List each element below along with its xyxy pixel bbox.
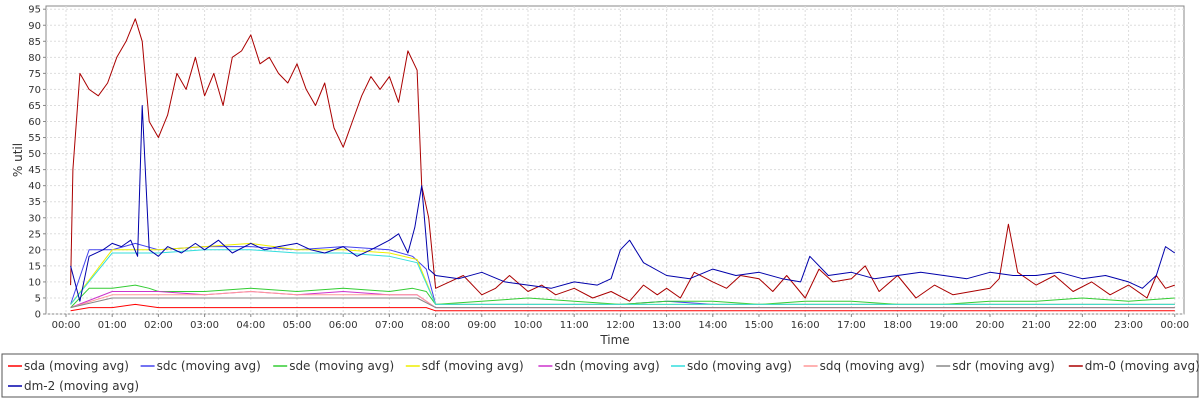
x-tick-label: 17:00 [837,320,866,331]
x-tick-label: 16:00 [791,320,820,331]
x-tick-label: 20:00 [976,320,1005,331]
y-tick-label: 0 [35,310,41,321]
legend-label: dm-0 (moving avg) [1085,359,1200,373]
x-tick-label: 12:00 [606,320,635,331]
y-tick-label: 60 [28,117,41,128]
legend-label: sdo (moving avg) [687,359,792,373]
x-tick-label: 22:00 [1068,320,1097,331]
x-tick-label: 06:00 [329,320,358,331]
x-tick-label: 01:00 [98,320,127,331]
y-tick-label: 95 [28,5,41,16]
legend-label: sdr (moving avg) [952,359,1055,373]
x-tick-label: 05:00 [283,320,312,331]
legend-label: sdc (moving avg) [157,359,261,373]
y-tick-label: 40 [28,181,41,192]
axes: 0 5 10 15 20 25 30 35 40 45 50 55 60 65 70 75 80 85 90 95 00… [28,5,1189,331]
x-tick-label: 15:00 [745,320,774,331]
y-tick-label: 35 [28,197,41,208]
legend-label: sdn (moving avg) [554,359,659,373]
legend-box [1,353,1199,398]
series-line-8 [70,18,1175,302]
y-tick-label: 75 [28,69,41,80]
x-tick-label: 04:00 [236,320,265,331]
x-tick-label: 18:00 [883,320,912,331]
x-tick-label: 23:00 [1114,320,1143,331]
grid-lines [46,6,1184,315]
y-tick-label: 85 [28,37,41,48]
x-tick-label: 21:00 [1022,320,1051,331]
y-tick-label: 45 [28,165,41,176]
y-tick-label: 50 [28,149,41,160]
series-line-7 [70,297,1175,309]
y-axis-title: % util [11,143,25,177]
legend: sda (moving avg) sdc (moving avg) sde (mov… [8,359,1200,393]
y-tick-label: 10 [28,277,41,288]
y-tick-label: 25 [28,229,41,240]
x-tick-label: 07:00 [375,320,404,331]
series-line-2 [70,284,1175,308]
series-line-5 [70,249,1175,305]
y-tick-label: 55 [28,133,41,144]
x-tick-label: 14:00 [698,320,727,331]
x-tick-label: 00:00 [52,320,81,331]
x-tick-label: 10:00 [514,320,543,331]
x-tick-label: 09:00 [467,320,496,331]
legend-label: sdq (moving avg) [820,359,925,373]
x-tick-label: 19:00 [929,320,958,331]
legend-label: dm-2 (moving avg) [24,379,139,393]
legend-label: sda (moving avg) [24,359,129,373]
series-lines [70,18,1176,312]
y-tick-label: 5 [35,293,41,304]
x-tick-label: 11:00 [560,320,589,331]
y-tick-label: 65 [28,101,41,112]
y-tick-label: 20 [28,245,41,256]
y-tick-label: 70 [28,85,41,96]
x-tick-label: 02:00 [144,320,173,331]
legend-label: sde (moving avg) [289,359,394,373]
x-tick-label: 00:00 [1160,320,1189,331]
series-line-0 [70,303,1175,312]
y-tick-label: 80 [28,53,41,64]
legend-label: sdf (moving avg) [422,359,524,373]
series-line-9 [70,105,1176,302]
y-tick-label: 90 [28,21,41,32]
y-tick-label: 30 [28,213,41,224]
x-tick-label: 03:00 [190,320,219,331]
x-tick-label: 13:00 [652,320,681,331]
x-tick-label: 08:00 [421,320,450,331]
y-tick-label: 15 [28,261,41,272]
x-axis-title: Time [599,333,629,347]
